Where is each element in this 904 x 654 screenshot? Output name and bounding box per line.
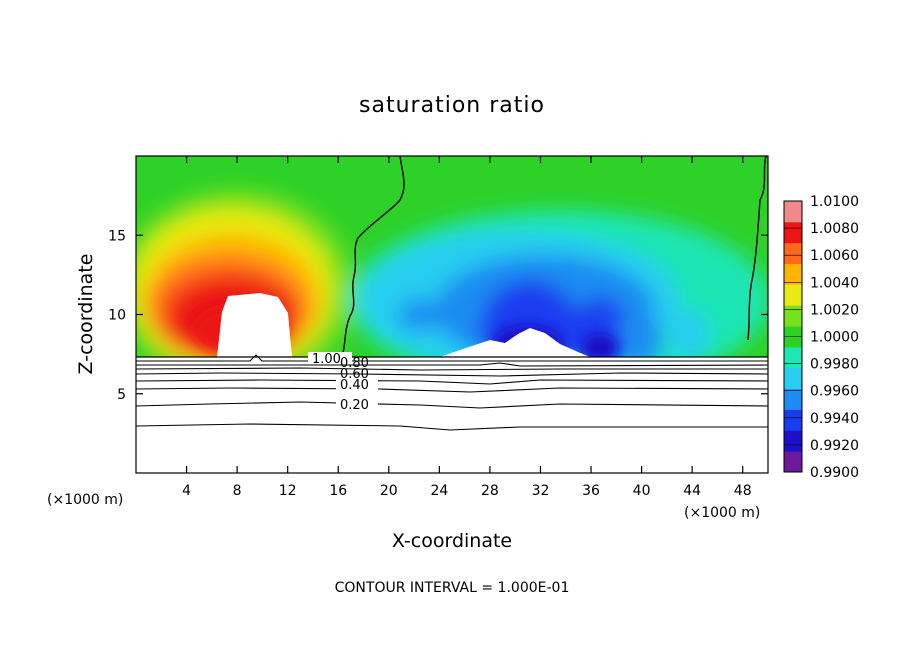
- colorbar-label: 0.9960: [810, 384, 859, 400]
- x-tick-label: 16: [329, 483, 347, 499]
- x-tick-label: 8: [233, 483, 242, 499]
- colorbar-label: 1.0000: [810, 330, 859, 346]
- chart-title: saturation ratio: [359, 93, 545, 118]
- colorbar-label: 0.9900: [810, 465, 859, 481]
- colorbar-swatch: [784, 242, 802, 265]
- x-axis: 4 8 12 16 20 24 28 32 36 40 44 48: [182, 156, 752, 499]
- contour-label-0-20: 0.20: [340, 398, 369, 413]
- colorbar-swatch: [784, 221, 802, 244]
- contour-1p00-right: [747, 156, 767, 341]
- colorbar-label: 1.0060: [810, 248, 859, 264]
- x-unit-left: (×1000 m): [47, 492, 123, 508]
- x-tick-label: 40: [633, 483, 651, 499]
- colorbar-label: 1.0040: [810, 275, 859, 291]
- gap-left: [217, 293, 292, 357]
- x-unit-right: (×1000 m): [684, 505, 760, 521]
- contour-label-0-80: 0.80: [340, 356, 369, 371]
- colorbar-swatch: [784, 263, 802, 285]
- y-tick-label: 10: [108, 308, 126, 324]
- contour-label-0-40: 0.40: [340, 378, 369, 393]
- colorbar-swatch: [784, 409, 802, 431]
- x-tick-label: 48: [734, 483, 752, 499]
- x-tick-label: 24: [430, 483, 448, 499]
- contour-1p00-left: [341, 156, 405, 358]
- x-tick-label: 12: [279, 483, 297, 499]
- colorbar-swatch: [784, 367, 802, 390]
- colorbar-label: 0.9920: [810, 438, 859, 454]
- x-tick-label: 28: [481, 483, 499, 499]
- colorbar-label: 1.0100: [810, 194, 859, 210]
- colorbar-label: 1.0020: [810, 302, 859, 318]
- colorbar-label: 0.9980: [810, 357, 859, 373]
- lower-contours: [136, 354, 768, 431]
- contour-label-group: 1.00 0.80 0.60 0.40 0.20: [308, 352, 378, 413]
- colorbar: 0.9900 0.9920 0.9940 0.9960 0.9980 1.0000 1.00…: [783, 194, 859, 481]
- colorbar-swatch: [784, 451, 802, 473]
- contour-interval-note: CONTOUR INTERVAL = 1.000E-01: [335, 580, 570, 596]
- y-axis-label: Z-coordinate: [75, 254, 97, 375]
- x-tick-label: 20: [380, 483, 398, 499]
- plot-area: [136, 156, 768, 473]
- colorbar-swatch: [784, 284, 802, 306]
- y-tick-label: 5: [117, 387, 126, 403]
- contour-label-1-00: 1.00: [312, 352, 341, 367]
- y-tick-label: 15: [108, 228, 126, 244]
- x-tick-label: 36: [582, 483, 600, 499]
- colorbar-swatch: [784, 388, 802, 410]
- colorbar-label: 0.9940: [810, 411, 859, 427]
- x-tick-label: 32: [532, 483, 550, 499]
- colorbar-label: 1.0080: [810, 221, 859, 237]
- colorbar-swatch: [784, 305, 802, 327]
- gap-right: [440, 328, 590, 357]
- colorbar-swatch: [784, 346, 802, 369]
- y-axis: 5 10 15: [108, 228, 768, 403]
- colorbar-swatch: [784, 201, 802, 223]
- colorbar-swatch: [784, 430, 802, 452]
- x-axis-label: X-coordinate: [392, 530, 512, 552]
- x-tick-label: 4: [182, 483, 191, 499]
- x-tick-label: 44: [683, 483, 701, 499]
